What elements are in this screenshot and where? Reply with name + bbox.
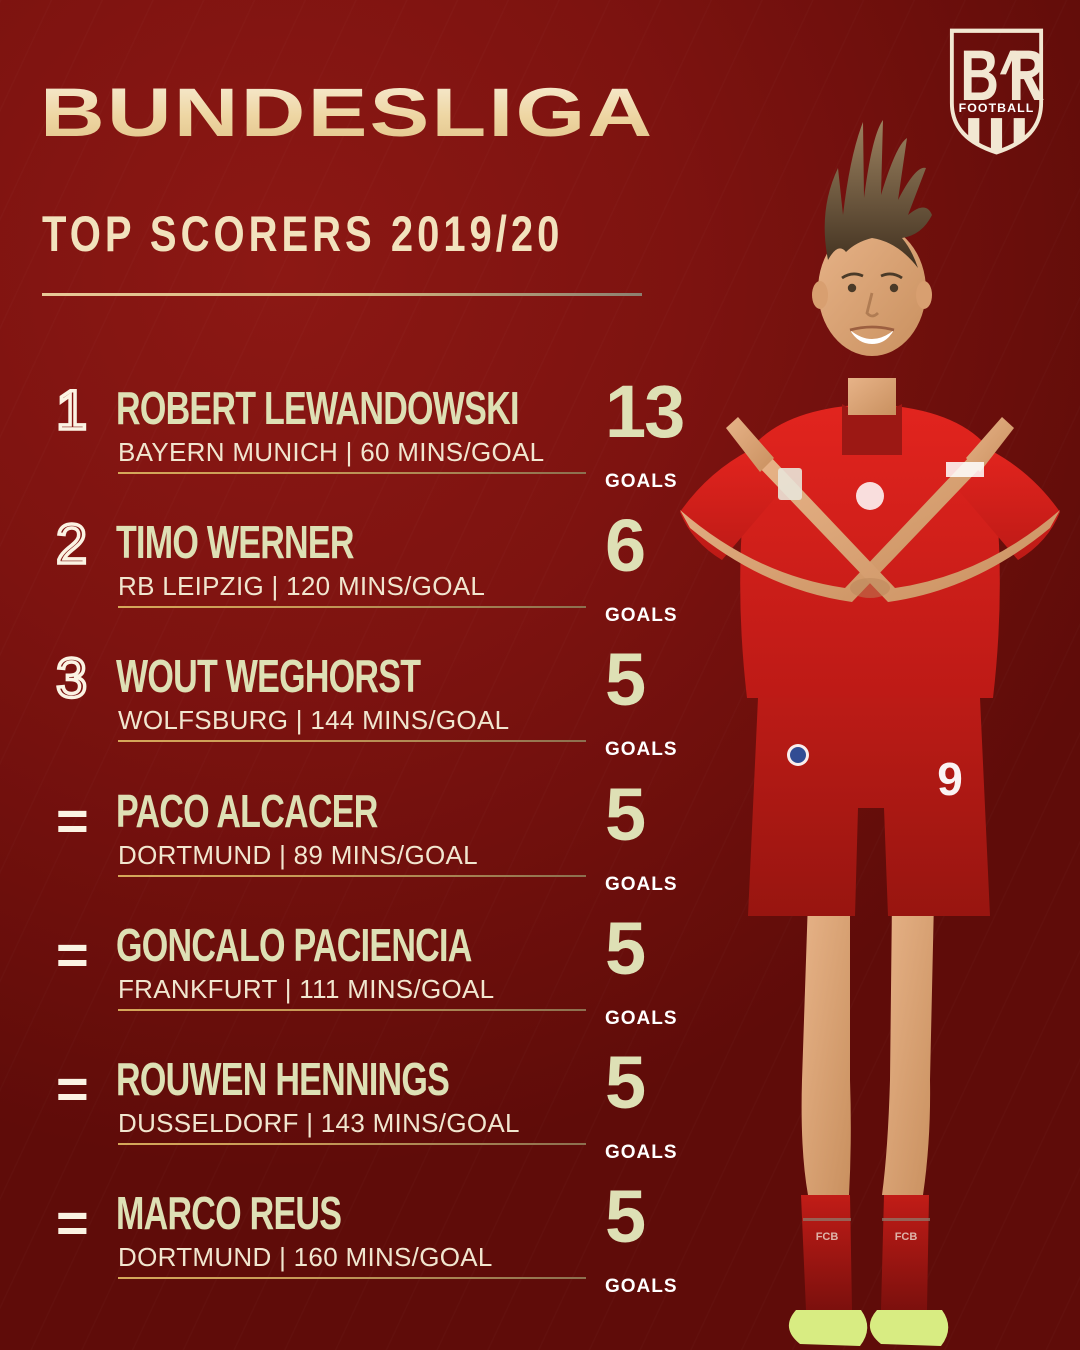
svg-text:FCB: FCB	[895, 1231, 918, 1243]
svg-text:FCB: FCB	[816, 1231, 839, 1243]
svg-text:9: 9	[937, 753, 963, 805]
